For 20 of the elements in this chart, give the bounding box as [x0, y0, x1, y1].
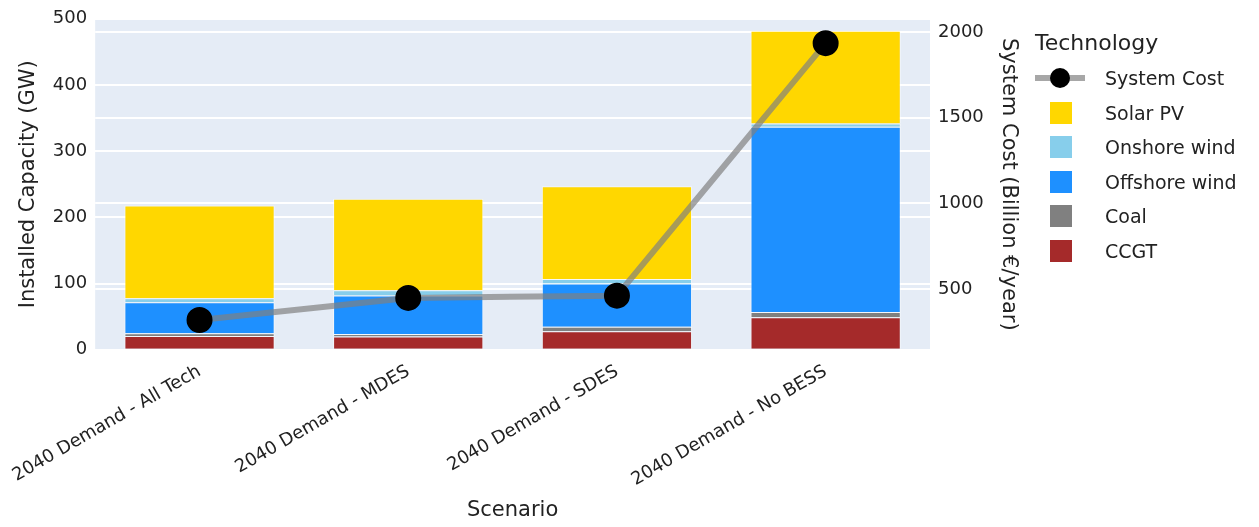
- y-tick-label: 400: [52, 72, 88, 94]
- legend-label: Solar PV: [1105, 101, 1184, 124]
- legend-label: CCGT: [1105, 239, 1158, 262]
- y2-tick-label: 1500: [937, 105, 984, 127]
- y2-tick-label: 2000: [937, 19, 984, 41]
- y-tick-label: 0: [75, 337, 88, 359]
- legend-label: Onshore wind: [1105, 136, 1236, 159]
- legend-label: Coal: [1105, 205, 1147, 228]
- legend-title: Technology: [1035, 30, 1160, 55]
- y2-axis-title: System Cost (Billion €/year): [997, 38, 1022, 331]
- y-tick-label: 500: [52, 6, 88, 28]
- y-axis-title: Installed Capacity (GW): [14, 60, 39, 309]
- y-tick-label: 200: [52, 205, 88, 227]
- y-tick-label: 300: [52, 138, 88, 160]
- legend-label: Offshore wind: [1105, 170, 1237, 193]
- x-axis-title: Scenario: [466, 496, 559, 521]
- y-tick-label: 100: [52, 271, 88, 293]
- y2-tick-label: 500: [937, 276, 973, 298]
- y2-tick-label: 1000: [937, 190, 984, 212]
- legend-label: System Cost: [1105, 67, 1225, 90]
